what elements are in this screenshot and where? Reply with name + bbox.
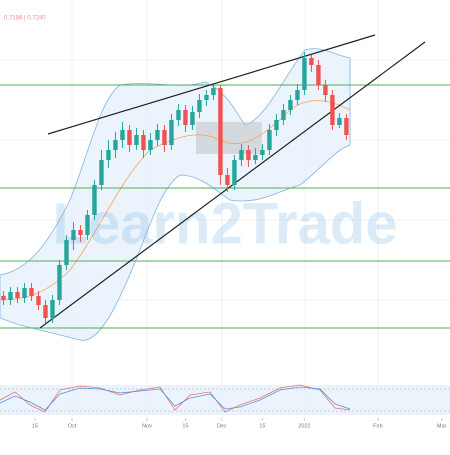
- x-tick-label: 15: [259, 423, 265, 429]
- candle-body: [267, 130, 272, 150]
- candle-body: [71, 230, 76, 240]
- header: 0.7186 | 0.7240: [4, 16, 46, 22]
- candle-body: [155, 130, 160, 140]
- candle-body: [127, 130, 132, 145]
- candle-body: [15, 292, 20, 298]
- candle-body: [260, 150, 265, 155]
- candle-body: [225, 175, 230, 185]
- candle-body: [323, 85, 328, 95]
- candle-body: [302, 58, 307, 90]
- candle-body: [36, 296, 41, 305]
- bollinger-band: [0, 48, 351, 341]
- stochastic-panel: [0, 385, 450, 415]
- candle-body: [344, 118, 349, 135]
- candle-body: [78, 230, 83, 235]
- candle-body: [337, 118, 342, 125]
- candle-body: [309, 58, 314, 65]
- x-tick-label: Mar: [437, 423, 447, 429]
- candle-body: [120, 130, 125, 140]
- range-box: [196, 122, 262, 154]
- candle-body: [274, 120, 279, 130]
- candle-body: [92, 185, 97, 215]
- candle-body: [169, 120, 174, 145]
- x-tick-label: 2022: [298, 423, 310, 429]
- candle-body: [218, 88, 223, 175]
- candle-body: [211, 88, 216, 95]
- candle-body: [57, 265, 62, 300]
- candle-body: [85, 215, 90, 235]
- candle-body: [253, 155, 258, 160]
- candle-body: [239, 150, 244, 160]
- candle-body: [295, 90, 300, 100]
- x-tick-label: 15: [182, 423, 188, 429]
- candle-body: [64, 240, 69, 265]
- candle-body: [281, 110, 286, 120]
- candle-body: [246, 150, 251, 160]
- candle-body: [99, 160, 104, 185]
- candle-body: [190, 112, 195, 125]
- candle-body: [134, 135, 139, 145]
- candle-body: [288, 100, 293, 110]
- candle-body: [22, 288, 27, 298]
- candle-body: [113, 140, 118, 150]
- candle-body: [141, 135, 146, 150]
- candle-body: [316, 65, 321, 85]
- x-tick-label: Feb: [373, 423, 382, 429]
- stochastic-d: [0, 386, 351, 411]
- candle-body: [330, 95, 335, 125]
- candle-body: [43, 305, 48, 318]
- candle-body: [106, 150, 111, 160]
- candle-body: [162, 130, 167, 145]
- candle-body: [176, 110, 181, 120]
- upper-trendline: [47, 34, 376, 135]
- watermark: Learn2Trade: [53, 191, 398, 256]
- candles: [1, 52, 349, 323]
- candle-body: [1, 296, 6, 300]
- candle-body: [197, 100, 202, 112]
- levels: [0, 84, 450, 329]
- candle-body: [204, 95, 209, 100]
- candle-body: [50, 300, 55, 318]
- candle-body: [29, 288, 34, 296]
- x-tick-label: 15: [32, 423, 38, 429]
- candle-body: [232, 160, 237, 185]
- x-axis: 15 Oct Nov 15 Dec 15 2022 Feb Mar: [32, 418, 447, 429]
- x-tick-label: Nov: [142, 423, 152, 429]
- x-tick-label: Dec: [217, 423, 227, 429]
- x-tick-label: Oct: [68, 423, 77, 429]
- candle-body: [148, 140, 153, 150]
- candle-body: [8, 292, 13, 300]
- candle-body: [183, 110, 188, 125]
